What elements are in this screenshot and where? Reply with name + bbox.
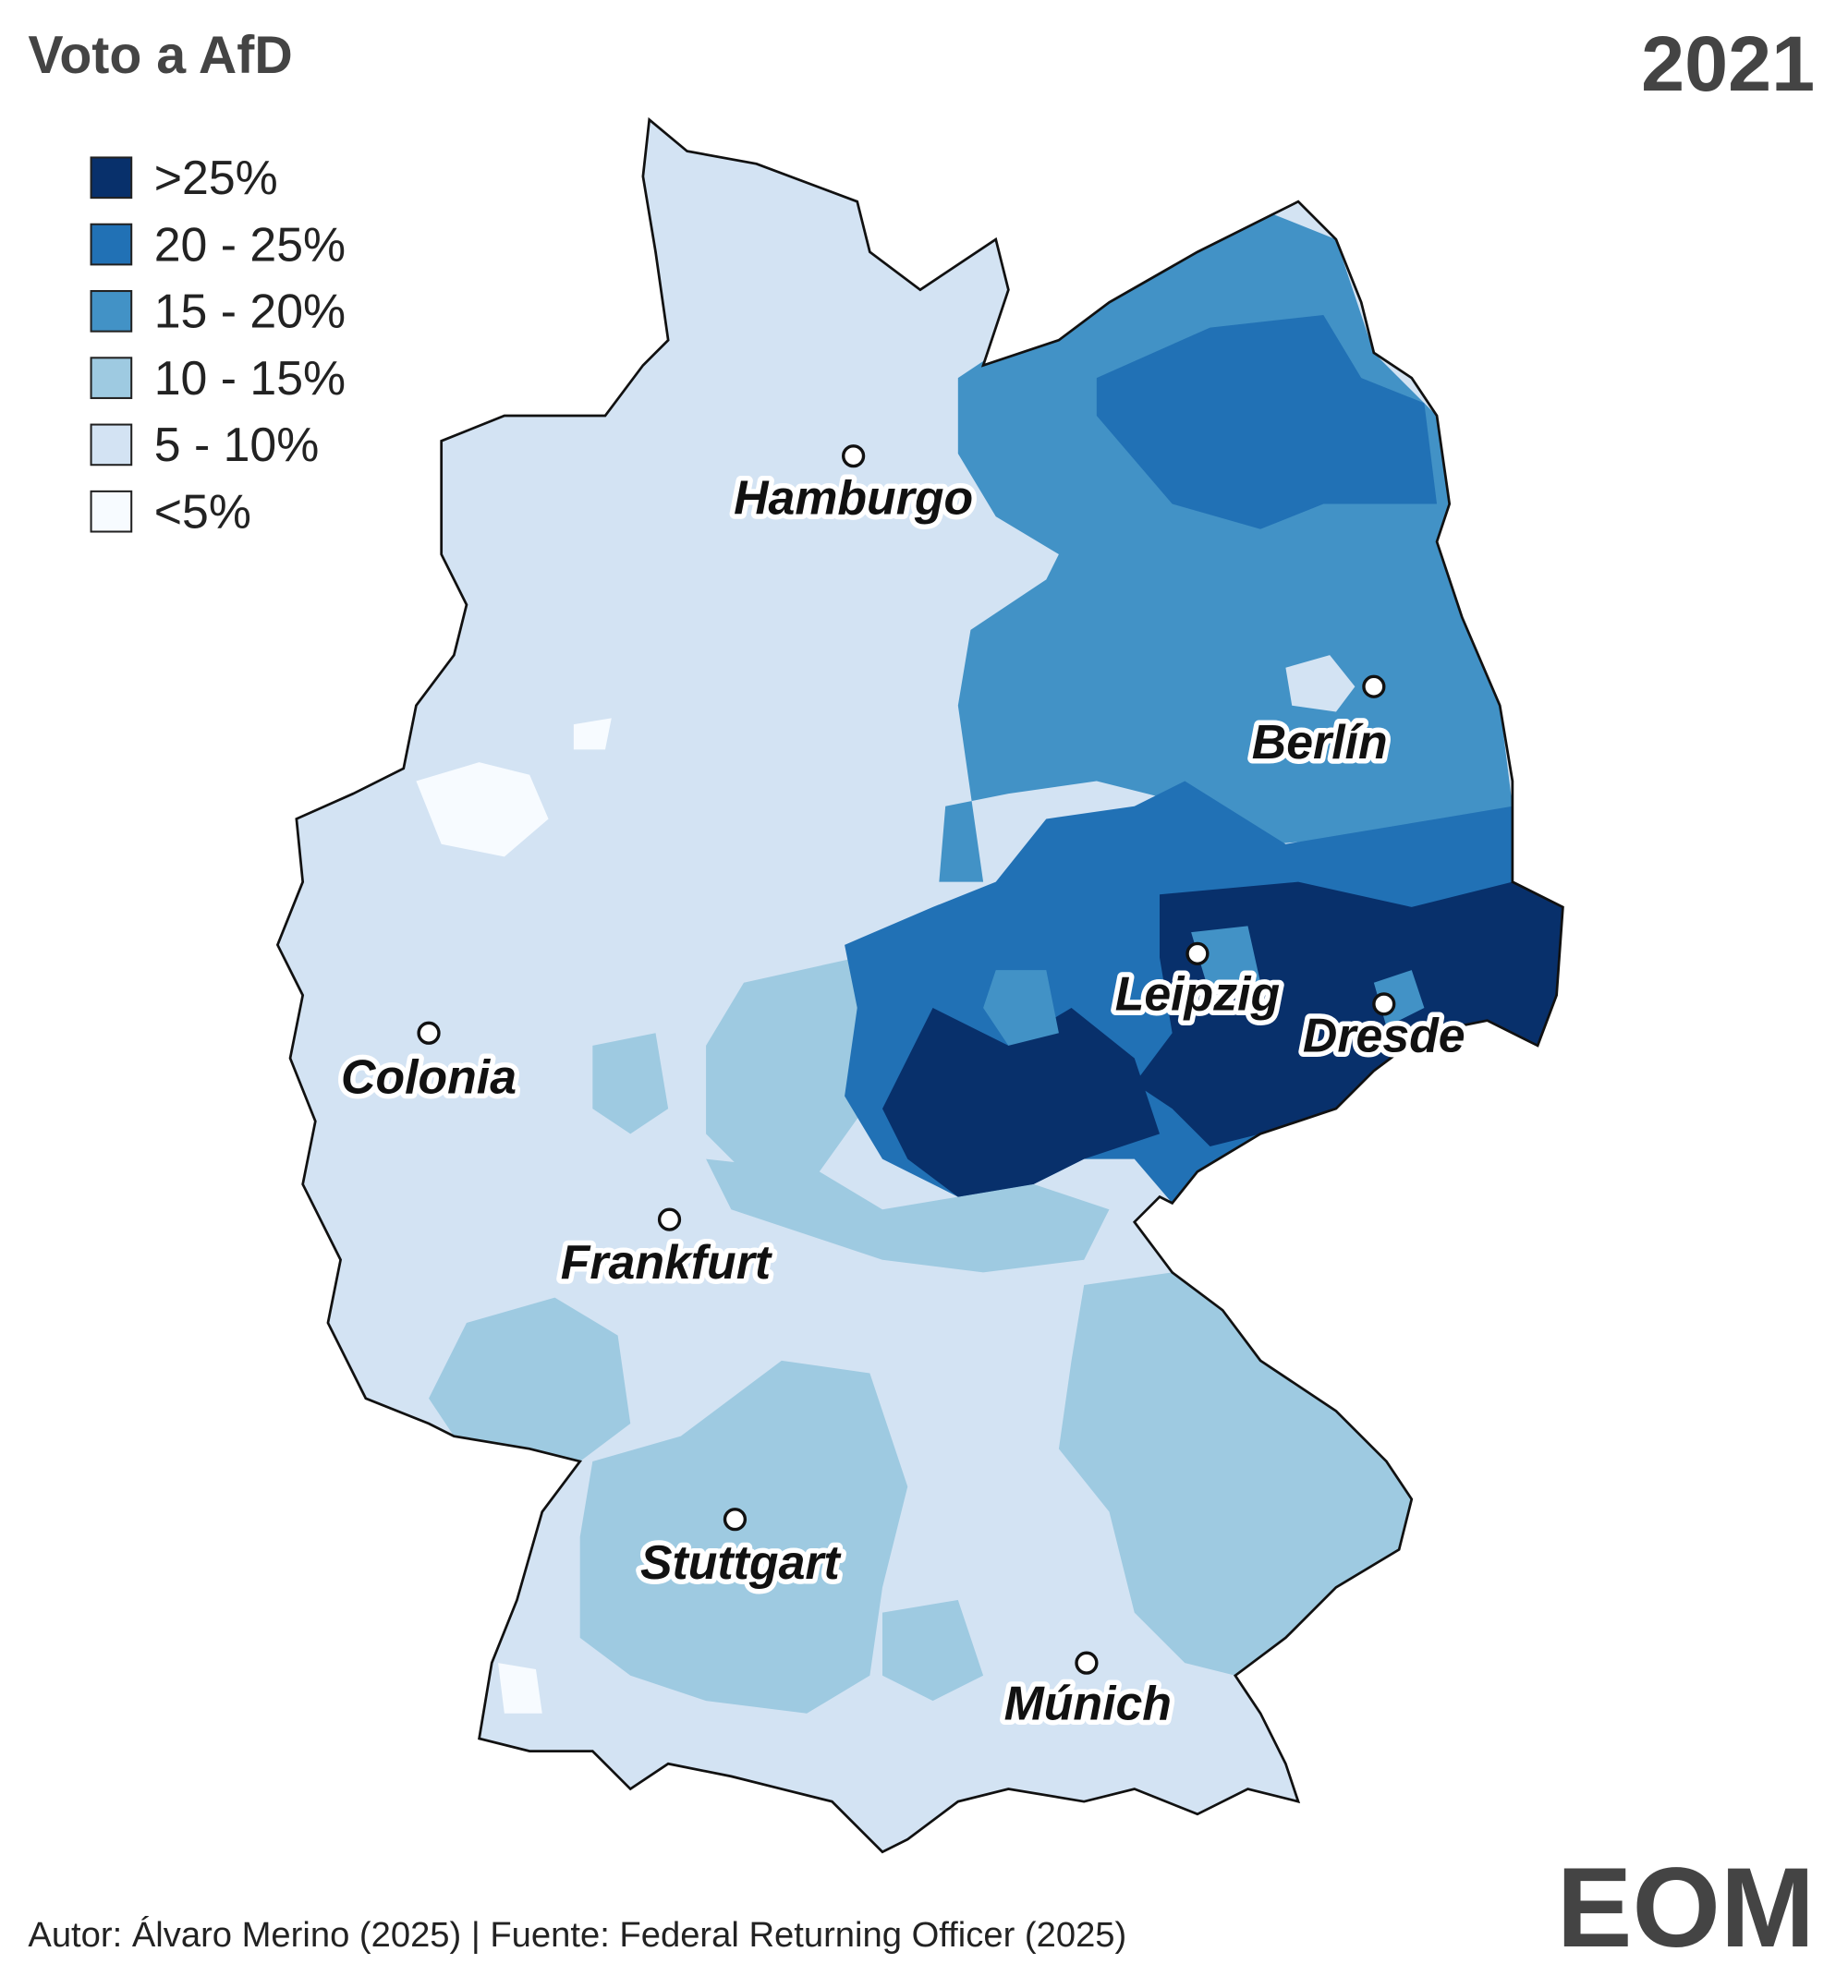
legend-label: >25% bbox=[154, 151, 278, 204]
legend-swatch bbox=[90, 357, 133, 399]
city-marker bbox=[1362, 674, 1386, 698]
region-low bbox=[416, 718, 612, 1714]
city-label: Colonia bbox=[341, 1050, 517, 1104]
region-over-25 bbox=[881, 881, 1563, 1197]
city-label: Hamburgo bbox=[734, 470, 973, 524]
legend-swatch bbox=[90, 156, 133, 200]
legend-label: <5% bbox=[154, 484, 251, 538]
title: Voto a AfD bbox=[28, 26, 292, 85]
city-marker bbox=[417, 1021, 441, 1045]
city-marker bbox=[842, 444, 866, 468]
legend-swatch bbox=[90, 290, 133, 333]
legend: >25% 20 - 25% 15 - 20% 10 - 15% 5 - 10% <5% bbox=[90, 151, 346, 538]
city-marker bbox=[1372, 992, 1396, 1016]
legend-swatch bbox=[90, 223, 133, 266]
logo: EOM bbox=[1557, 1845, 1816, 1971]
legend-label: 20 - 25% bbox=[154, 217, 346, 271]
city-label: Leipzig bbox=[1115, 967, 1280, 1021]
legend-label: 10 - 15% bbox=[154, 351, 346, 405]
legend-label: 5 - 10% bbox=[154, 418, 320, 471]
legend-swatch bbox=[90, 423, 133, 467]
city-marker bbox=[723, 1508, 748, 1532]
city-marker bbox=[1185, 941, 1210, 965]
region-berlin bbox=[1285, 655, 1356, 712]
legend-label: 15 - 20% bbox=[154, 285, 346, 338]
city-marker bbox=[1075, 1651, 1099, 1675]
city-label: Berlín bbox=[1252, 715, 1388, 769]
city-label: Frankfurt bbox=[561, 1235, 773, 1289]
city-label: Stuttgart bbox=[640, 1535, 843, 1589]
legend-swatch bbox=[90, 490, 133, 533]
source: Autor: Álvaro Merino (2025) | Fuente: Fe… bbox=[28, 1915, 1126, 1955]
region-10-15 bbox=[429, 957, 1412, 1714]
city-label: Dresde bbox=[1303, 1009, 1465, 1062]
city-marker bbox=[657, 1207, 682, 1231]
city-label: Múnich bbox=[1004, 1677, 1172, 1730]
year: 2021 bbox=[1641, 19, 1815, 107]
city-labels: Hamburgo Berlín Leipzig Dresde Colonia Frankf… bbox=[336, 444, 1470, 1735]
